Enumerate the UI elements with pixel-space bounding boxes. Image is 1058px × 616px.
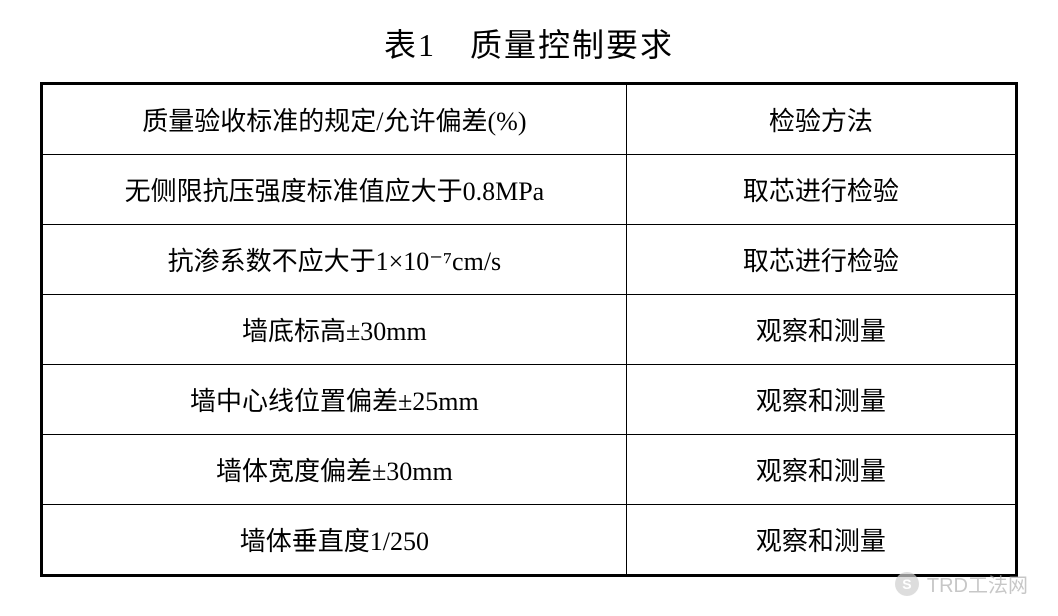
cell-method: 观察和测量 (626, 505, 1015, 575)
table-row: 抗渗系数不应大于1×10⁻⁷cm/s 取芯进行检验 (43, 225, 1016, 295)
cell-standard: 抗渗系数不应大于1×10⁻⁷cm/s (43, 225, 627, 295)
watermark: S TRD工法网 (895, 569, 1028, 598)
cell-standard: 墙底标高±30mm (43, 295, 627, 365)
table-row: 墙底标高±30mm 观察和测量 (43, 295, 1016, 365)
cell-method: 观察和测量 (626, 435, 1015, 505)
header-cell-standard: 质量验收标准的规定/允许偏差(%) (43, 85, 627, 155)
watermark-icon: S (895, 572, 919, 596)
cell-standard: 无侧限抗压强度标准值应大于0.8MPa (43, 155, 627, 225)
cell-method: 取芯进行检验 (626, 155, 1015, 225)
table-row: 墙体垂直度1/250 观察和测量 (43, 505, 1016, 575)
cell-method: 取芯进行检验 (626, 225, 1015, 295)
table-header-row: 质量验收标准的规定/允许偏差(%) 检验方法 (43, 85, 1016, 155)
cell-standard: 墙体宽度偏差±30mm (43, 435, 627, 505)
watermark-text: TRD工法网 (927, 569, 1028, 598)
table-row: 墙中心线位置偏差±25mm 观察和测量 (43, 365, 1016, 435)
table-title: 表1 质量控制要求 (40, 20, 1018, 66)
cell-method: 观察和测量 (626, 295, 1015, 365)
cell-standard: 墙体垂直度1/250 (43, 505, 627, 575)
cell-method: 观察和测量 (626, 365, 1015, 435)
header-cell-method: 检验方法 (626, 85, 1015, 155)
table-row: 无侧限抗压强度标准值应大于0.8MPa 取芯进行检验 (43, 155, 1016, 225)
table-container: 质量验收标准的规定/允许偏差(%) 检验方法 无侧限抗压强度标准值应大于0.8M… (40, 82, 1018, 577)
cell-standard: 墙中心线位置偏差±25mm (43, 365, 627, 435)
quality-control-table: 质量验收标准的规定/允许偏差(%) 检验方法 无侧限抗压强度标准值应大于0.8M… (42, 84, 1016, 575)
table-row: 墙体宽度偏差±30mm 观察和测量 (43, 435, 1016, 505)
